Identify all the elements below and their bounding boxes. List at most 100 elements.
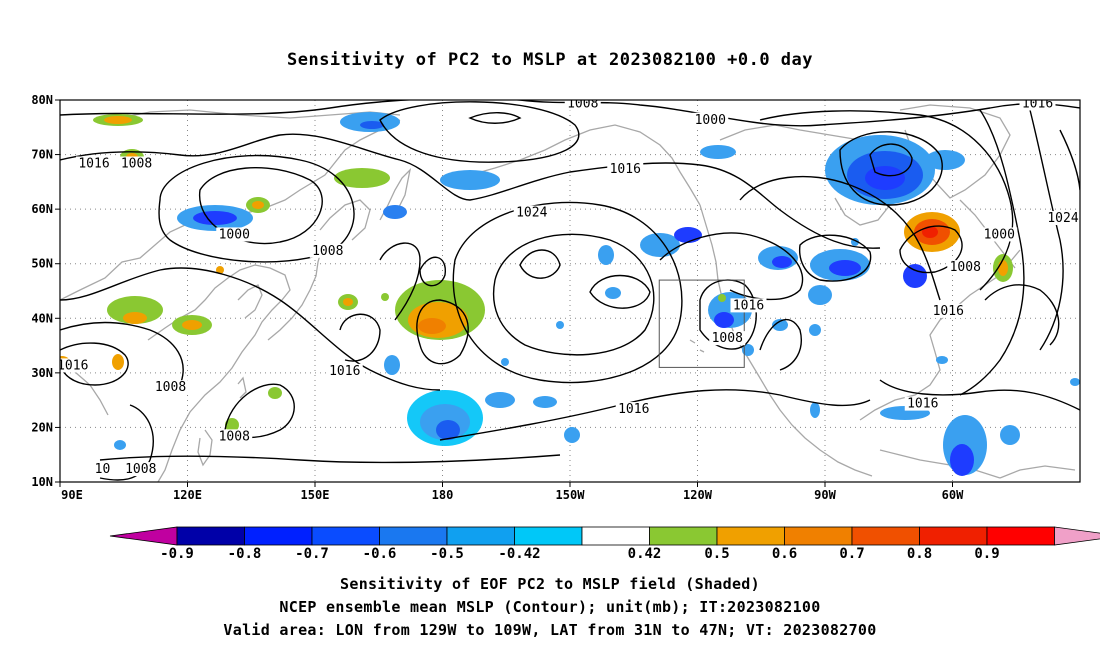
colorbar-label: 0.7 [839, 546, 864, 562]
contour-label-bg [60, 358, 91, 373]
isobar [959, 109, 1025, 396]
taiwan [237, 376, 247, 399]
shade-patch [829, 260, 861, 276]
lon-tick-label: 150E [301, 488, 330, 502]
contour-label-bg [216, 429, 253, 444]
colorbar-label: -0.42 [498, 546, 540, 562]
isobar [798, 234, 872, 282]
isobar [869, 143, 913, 177]
contour-label: 1016 [329, 364, 360, 379]
lat-tick-label: 40N [31, 311, 53, 325]
contour-label-bg [216, 227, 253, 242]
shade-patch [112, 354, 124, 370]
contour-label: 1016 [78, 156, 109, 171]
lon-tick-label: 150W [556, 488, 586, 502]
philippines [197, 429, 213, 467]
shade-patch [903, 264, 927, 288]
caption-line-2: NCEP ensemble mean MSLP (Contour); unit(… [279, 598, 821, 616]
colorbar-segment [311, 526, 380, 546]
shade-patch [343, 298, 353, 306]
lat-tick-label: 10N [31, 475, 53, 489]
lat-tick-label: 50N [31, 257, 53, 271]
north-america-west [699, 204, 873, 477]
longitude-axis: 90E 120E 150E 180 150W 120W 90W 60W [59, 482, 964, 502]
contour-label: 1008 [125, 462, 156, 477]
colorbar-segment [986, 526, 1055, 546]
contour-label-bg [904, 396, 941, 411]
plot-area: 1008 1016 1000 1016 1008 1016 1024 1000 1008 1000… [60, 96, 1080, 482]
colorbar-label: -0.7 [295, 546, 329, 562]
alaska-coast [449, 124, 701, 206]
colorbar-segment [244, 526, 313, 546]
lat-tick-label: 70N [31, 148, 53, 162]
shade-patch [123, 312, 147, 324]
shade-patch [381, 293, 389, 301]
shade-patch [700, 145, 736, 159]
isobar [759, 318, 802, 371]
shade-patch [808, 285, 832, 305]
shade-patch [360, 121, 384, 129]
contour-label: 1008 [712, 331, 743, 346]
shade-patch [865, 166, 905, 190]
korea-coast [237, 284, 263, 319]
shade-patch [556, 321, 564, 329]
shade-patch [252, 201, 264, 209]
isobar [379, 101, 580, 163]
contour-label: 1016 [610, 162, 641, 177]
contour-label: 1016 [733, 298, 764, 313]
colorbar-segment [176, 526, 245, 546]
contour-label: 1000 [695, 113, 726, 128]
isobar [589, 274, 651, 309]
colorbar-label: -0.9 [160, 546, 194, 562]
contour-label-bg [513, 205, 550, 220]
colorbar-label: 0.8 [907, 546, 932, 562]
colorbar-segment [514, 526, 583, 546]
colorbar-segment [581, 526, 650, 546]
colorbar-label: 0.42 [628, 546, 662, 562]
shade-patch [772, 319, 788, 331]
isobar [879, 379, 1080, 411]
shade-patch [714, 312, 734, 328]
japan-coast [267, 247, 323, 341]
contour-label: 1008 [219, 429, 250, 444]
isobar [416, 299, 469, 365]
mslp-contours [60, 100, 1080, 481]
isobar [339, 313, 381, 362]
shade-patch [114, 440, 126, 450]
shade-patch [936, 356, 948, 364]
contour-label: 1008 [121, 156, 152, 171]
isobar [659, 232, 804, 301]
lat-tick-label: 80N [31, 93, 53, 107]
isobar [759, 110, 1014, 291]
kamchatka [379, 168, 412, 221]
contour-label-bg [730, 298, 767, 313]
contour-label-bg [1019, 100, 1056, 111]
shade-patch [225, 418, 239, 432]
contour-label: 1016 [933, 304, 964, 319]
contour-label: 1008 [567, 96, 598, 111]
isobar [984, 284, 1060, 346]
colorbar-label: 0.6 [772, 546, 797, 562]
colorbar-segment [851, 526, 920, 546]
shade-patch [950, 444, 974, 476]
contour-label-bg [615, 402, 652, 417]
contour-label: 10 [95, 462, 111, 477]
contour-label-bg [92, 462, 113, 477]
shade-patch [418, 318, 446, 334]
contour-label-bg [76, 156, 112, 171]
lon-tick-label: 90W [814, 488, 836, 502]
lon-tick-label: 120E [173, 488, 202, 502]
contour-label: 1008 [312, 244, 343, 259]
shade-patch [925, 150, 965, 170]
isobar [158, 154, 355, 263]
caption-line-3: Valid area: LON from 129W to 109W, LAT f… [223, 621, 877, 639]
shade-patch [104, 116, 132, 124]
shade-patch [922, 226, 938, 238]
lat-tick-label: 20N [31, 420, 53, 434]
lon-tick-label: 60W [942, 488, 964, 502]
isobar [899, 225, 963, 274]
shade-patch [384, 355, 400, 375]
shade-patch [809, 324, 821, 336]
shade-patch [605, 287, 621, 299]
gulf-of-mexico [859, 249, 1021, 421]
